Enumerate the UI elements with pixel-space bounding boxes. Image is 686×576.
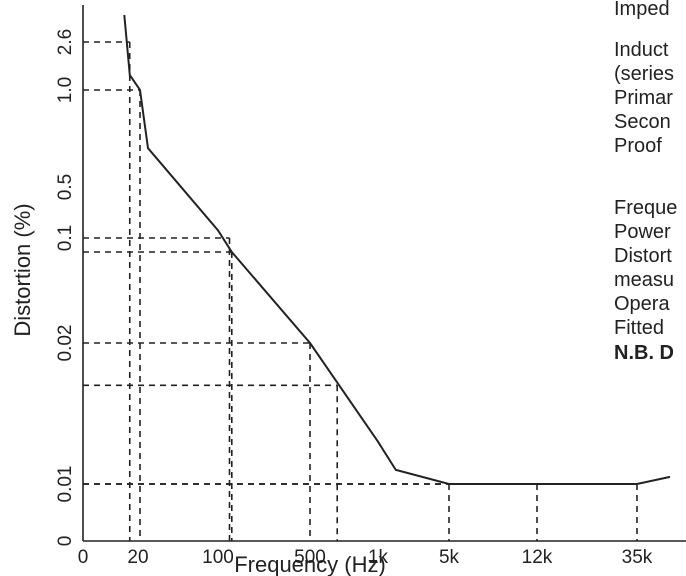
distortion-curve <box>123 14 671 485</box>
x-tick-label: 35k <box>622 547 653 568</box>
x-tick-label: 12k <box>522 547 553 568</box>
y-tick-label: 2.6 <box>55 29 76 55</box>
y-tick-label: 0.02 <box>55 325 76 362</box>
y-tick-label: 0 <box>55 536 76 547</box>
y-tick-label: 0.5 <box>55 174 76 200</box>
x-axis-title: Frequency (Hz) <box>234 552 386 576</box>
x-tick-label: 5k <box>439 547 460 568</box>
side-text-line: Power <box>614 221 671 243</box>
x-tick-label: 500 <box>294 547 326 568</box>
side-text-line: Primar <box>614 87 673 109</box>
y-tick-label: 1.0 <box>55 77 76 103</box>
y-tick-labels: 0 0.01 0.02 0.1 0.5 1.0 2.6 <box>55 29 76 547</box>
side-text-line: Distort <box>614 245 672 267</box>
axes <box>82 5 686 542</box>
reference-lines <box>83 41 638 541</box>
side-text-line: Freque <box>614 197 678 219</box>
x-tick-label: 0 <box>78 547 89 568</box>
side-text-line: Proof <box>614 135 662 157</box>
side-text-line: Imped <box>614 0 670 20</box>
x-tick-label: 1k <box>368 547 389 568</box>
x-tick-label: 20 <box>127 547 148 568</box>
x-tick-labels: 0 20 100 500 1k 5k 12k 35k <box>78 547 653 568</box>
y-tick-label: 0.1 <box>55 225 76 251</box>
side-text-line: (series <box>614 63 675 85</box>
y-axis-title: Distortion (%) <box>10 203 35 336</box>
side-text-line: Fitted <box>614 317 665 339</box>
x-tick-label: 100 <box>202 547 234 568</box>
side-text-line: Induct <box>614 39 669 61</box>
side-text-line: N.B. D <box>614 342 674 364</box>
side-text-line: Opera <box>614 293 670 315</box>
side-text-line: measu <box>614 269 675 291</box>
y-tick-label: 0.01 <box>55 466 76 503</box>
side-text-line: Secon <box>614 111 671 133</box>
